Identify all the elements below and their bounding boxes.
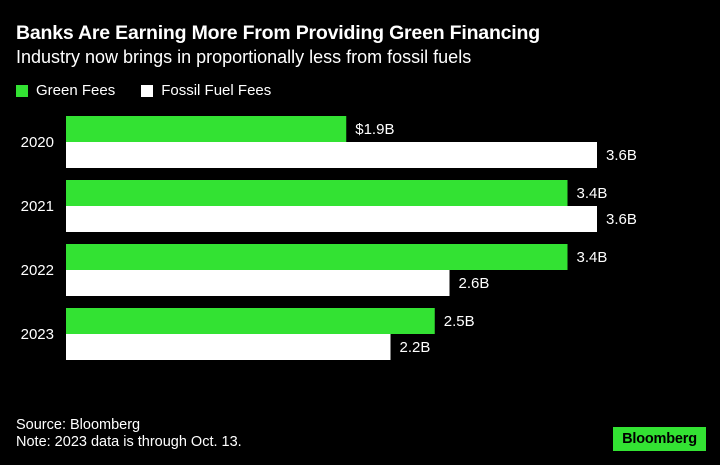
- legend-label-green-fees: Green Fees: [36, 82, 116, 99]
- data-label-fossil-fuel-fees-2022: 2.6B: [459, 275, 490, 292]
- legend-item-green-fees: Green Fees: [16, 82, 115, 99]
- category-label-2020: 2020: [21, 134, 54, 151]
- data-label-green-fees-2022: 3.4B: [577, 249, 608, 266]
- data-label-green-fees-2020: $1.9B: [355, 121, 394, 138]
- legend-label-fossil-fuel-fees: Fossil Fuel Fees: [161, 82, 272, 99]
- data-label-green-fees-2021: 3.4B: [577, 185, 608, 202]
- data-label-fossil-fuel-fees-2020: 3.6B: [606, 147, 637, 164]
- bar-green-fees-2023: [66, 308, 435, 334]
- bar-green-fees-2022: [66, 244, 568, 270]
- bar-fossil-fuel-fees-2021: [66, 206, 597, 232]
- bar-fossil-fuel-fees-2023: [66, 334, 391, 360]
- bar-green-fees-2020: [66, 116, 347, 142]
- category-label-2023: 2023: [21, 326, 54, 343]
- bar-green-fees-2021: [66, 180, 568, 206]
- bar-fossil-fuel-fees-2020: [66, 142, 597, 168]
- category-label-2022: 2022: [21, 262, 54, 279]
- data-label-fossil-fuel-fees-2021: 3.6B: [606, 211, 637, 228]
- footer: Source: Bloomberg Note: 2023 data is thr…: [16, 417, 242, 451]
- category-label-2021: 2021: [21, 198, 54, 215]
- source-note: Source: Bloomberg: [16, 417, 141, 433]
- bar-fossil-fuel-fees-2022: [66, 270, 450, 296]
- legend-swatch-fossil-fuel-fees: [141, 84, 154, 97]
- data-label-green-fees-2023: 2.5B: [444, 313, 475, 330]
- legend-item-fossil-fuel-fees: Fossil Fuel Fees: [141, 82, 271, 99]
- chart-subtitle: Industry now brings in proportionally le…: [16, 47, 472, 67]
- legend-swatch-green-fees: [16, 84, 28, 97]
- legend: Green Fees Fossil Fuel Fees: [16, 82, 297, 99]
- data-label-fossil-fuel-fees-2023: 2.2B: [400, 339, 431, 356]
- bloomberg-logo: Bloomberg: [613, 427, 706, 451]
- data-note: Note: 2023 data is through Oct. 13.: [16, 434, 242, 450]
- chart-title: Banks Are Earning More From Providing Gr…: [16, 22, 540, 44]
